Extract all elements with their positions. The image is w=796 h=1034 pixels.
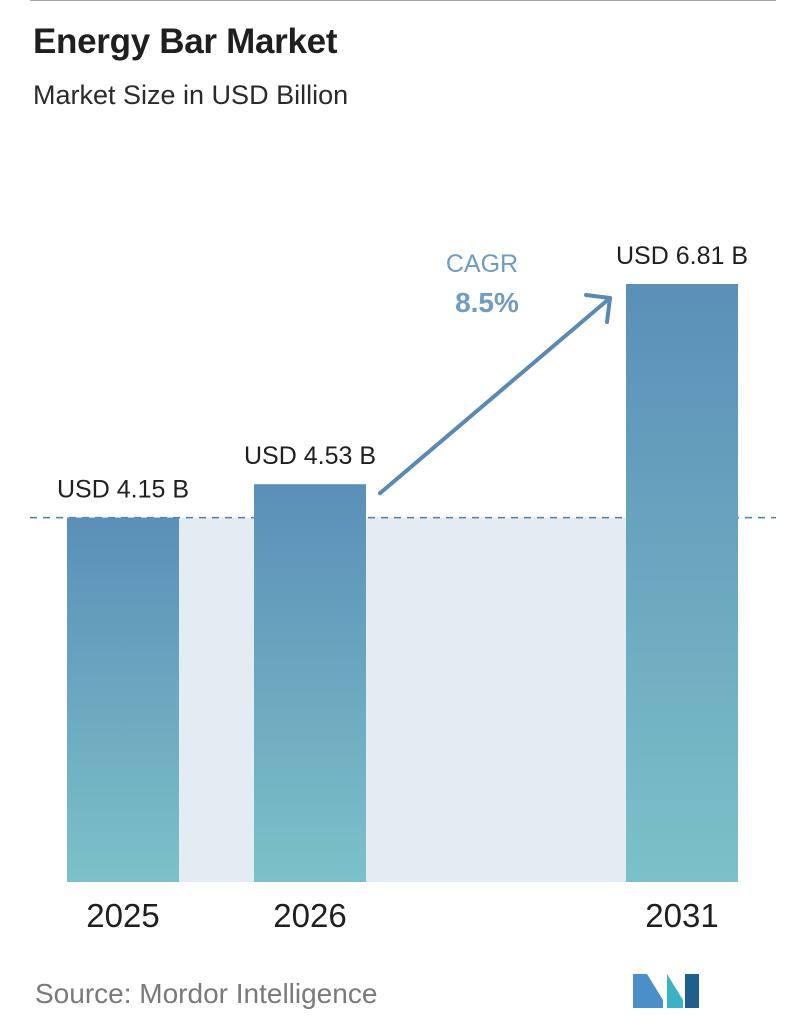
x-tick-label-2031: 2031 xyxy=(645,897,718,934)
x-tick-label-2025: 2025 xyxy=(86,897,159,934)
x-tick-label-2026: 2026 xyxy=(273,897,346,934)
bar-2031 xyxy=(626,284,738,882)
cagr-arrow xyxy=(378,293,612,496)
bar-2025 xyxy=(67,517,179,882)
bar-value-label-2026: USD 4.53 B xyxy=(244,442,376,470)
bar-chart: USD 4.15 B 2025 USD 4.53 B 2026 USD 6.81 B 20… xyxy=(30,0,776,934)
mordor-intelligence-logo xyxy=(633,974,699,1008)
source-note: Source: Mordor Intelligence xyxy=(35,978,378,1009)
chart-subtitle: Market Size in USD Billion xyxy=(33,80,349,110)
cagr-value: 8.5% xyxy=(455,287,519,318)
bar-2026 xyxy=(254,484,366,882)
cagr-label: CAGR xyxy=(446,250,518,278)
chart-title: Energy Bar Market xyxy=(33,22,338,61)
bar-value-label-2031: USD 6.81 B xyxy=(616,242,748,270)
bar-value-label-2025: USD 4.15 B xyxy=(57,476,189,504)
